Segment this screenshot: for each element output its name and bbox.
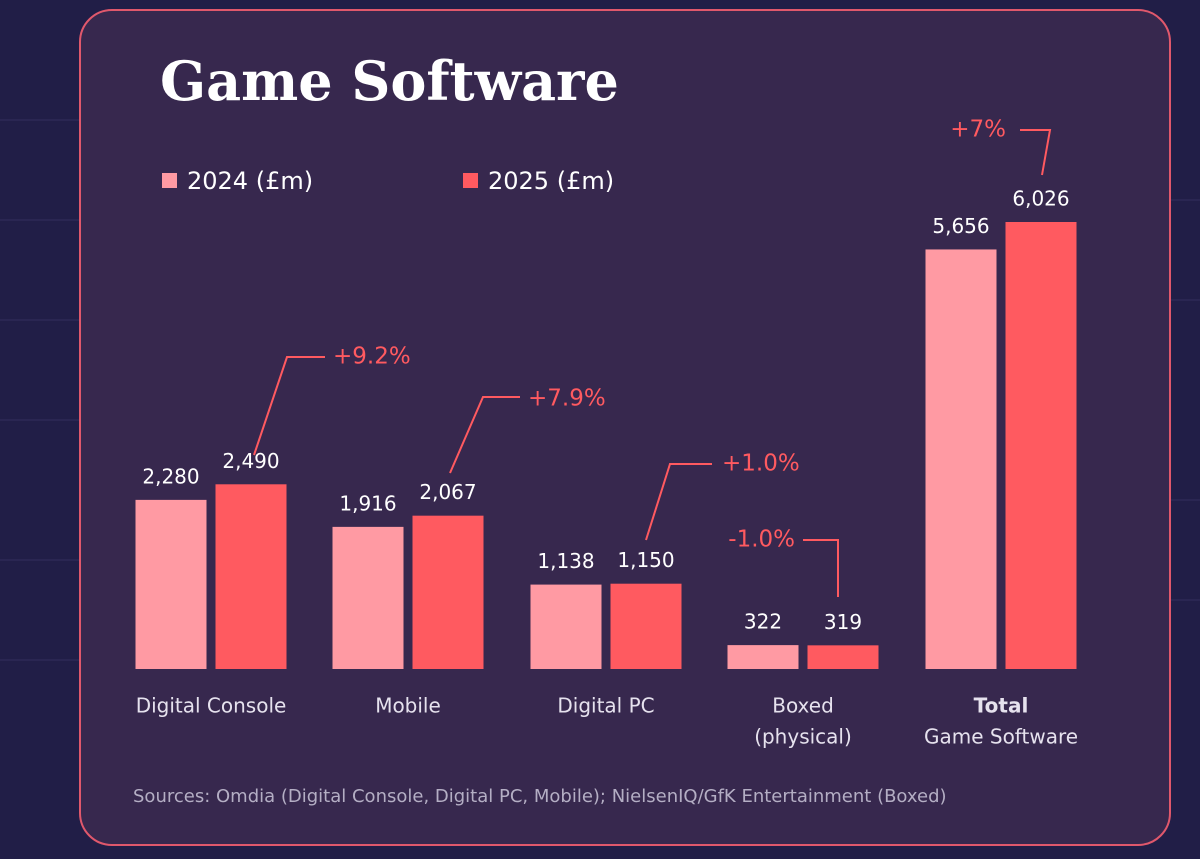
x-tick-label: Digital Console	[136, 694, 287, 718]
change-annotation: +9.2%	[333, 344, 411, 370]
value-label: 2,280	[142, 464, 199, 488]
legend-swatch	[162, 173, 177, 188]
x-tick-label: Total	[974, 694, 1029, 718]
legend-label: 2024 (£m)	[187, 167, 313, 195]
value-label: 319	[824, 610, 862, 634]
x-tick-label: Digital PC	[557, 694, 654, 718]
value-label: 2,067	[419, 480, 476, 504]
x-tick-label: Game Software	[924, 725, 1078, 749]
chart-title: Game Software	[160, 49, 619, 113]
x-tick-label: (physical)	[754, 725, 852, 749]
value-label: 322	[744, 610, 782, 634]
change-annotation: +1.0%	[722, 451, 800, 477]
bar	[925, 249, 997, 670]
bar	[215, 484, 287, 669]
value-label: 6,026	[1012, 187, 1069, 211]
annotation-connector	[449, 396, 520, 474]
value-label: 1,150	[617, 548, 674, 572]
change-annotation: +7.9%	[528, 386, 606, 412]
bar	[1005, 222, 1077, 669]
source-note: Sources: Omdia (Digital Console, Digital…	[133, 786, 947, 807]
change-annotation: -1.0%	[728, 527, 795, 553]
annotation-connector	[645, 463, 712, 541]
annotation-connector	[1020, 129, 1052, 176]
bar	[412, 515, 484, 669]
bar	[530, 584, 602, 669]
bar	[332, 526, 404, 669]
x-tick-label: Mobile	[375, 694, 441, 718]
bar	[610, 583, 682, 669]
value-label: 1,916	[339, 491, 396, 515]
value-label: 1,138	[537, 549, 594, 573]
change-annotation: +7%	[950, 117, 1006, 143]
annotation-connector	[253, 356, 325, 456]
legend-swatch	[463, 173, 478, 188]
value-label: 2,490	[222, 449, 279, 473]
value-label: 5,656	[932, 214, 989, 238]
bar	[807, 645, 879, 669]
legend-label: 2025 (£m)	[488, 167, 614, 195]
x-tick-label: Boxed	[772, 694, 834, 718]
annotation-connector	[803, 539, 839, 597]
bar	[727, 645, 799, 669]
bar	[135, 499, 207, 669]
